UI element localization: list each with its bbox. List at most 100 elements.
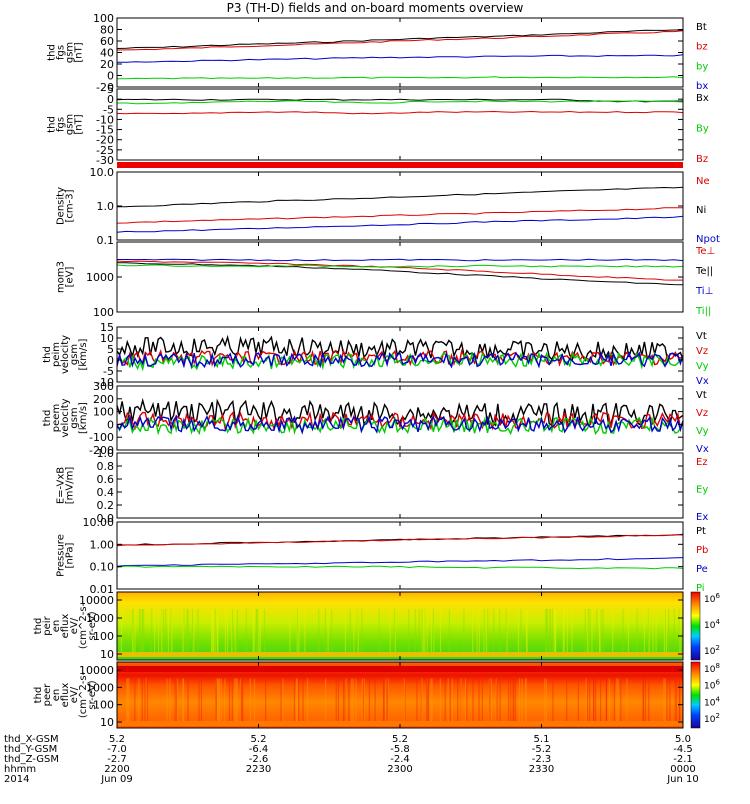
x-axis-row-label: thd_Z-GSM bbox=[4, 754, 59, 765]
spectrogram-streak bbox=[200, 678, 202, 725]
legend-bx: bx bbox=[696, 81, 708, 92]
spectrogram-streak bbox=[325, 678, 327, 725]
panel-frame bbox=[116, 452, 684, 519]
legend-by: by bbox=[696, 61, 708, 72]
spectrogram-streak bbox=[426, 609, 428, 657]
z-gsm-value: -2.6 bbox=[249, 754, 269, 765]
x-axis-row-label: thd_X-GSM bbox=[4, 734, 59, 745]
spectrogram-streak bbox=[324, 609, 326, 657]
y-axis-label: [eV] bbox=[65, 267, 76, 288]
z-gsm-value: -2.4 bbox=[390, 754, 410, 765]
spectrogram-streak bbox=[420, 678, 422, 725]
y-tick-label: -200 bbox=[89, 444, 114, 457]
y-tick-label: 0.01 bbox=[90, 583, 115, 596]
spectrogram-streak bbox=[138, 678, 140, 725]
y-tick-label: 100 bbox=[93, 12, 114, 25]
y-axis-label: gsm bbox=[65, 114, 76, 135]
series-line-Te|| bbox=[116, 262, 684, 286]
y-tick-label: 0.1 bbox=[97, 234, 115, 247]
spectrogram-streak bbox=[679, 609, 681, 657]
spectrogram-streak bbox=[161, 609, 163, 657]
spectrogram-streak bbox=[349, 609, 351, 657]
spectrogram-streak bbox=[587, 609, 589, 657]
y-axis-label: thd bbox=[33, 618, 44, 635]
spectrogram-streak bbox=[506, 609, 508, 657]
spectrogram-streak bbox=[197, 609, 199, 657]
spectrogram-streak bbox=[526, 609, 528, 657]
spectrogram-streak bbox=[596, 609, 598, 657]
spectrogram-streak bbox=[513, 678, 515, 725]
spectrogram-streak bbox=[186, 609, 188, 657]
spectrogram-streak bbox=[605, 678, 607, 725]
y-axis-label: eflux bbox=[60, 683, 71, 708]
legend-Bx: Bx bbox=[696, 93, 709, 104]
y-axis-label: en bbox=[51, 620, 62, 633]
spectrogram-streak bbox=[584, 609, 586, 657]
spectrogram-streak bbox=[151, 609, 153, 657]
y-axis-label: thd bbox=[47, 44, 58, 61]
spectrogram-streak bbox=[363, 678, 365, 725]
spectrogram-streak bbox=[253, 609, 255, 657]
spectrogram-streak bbox=[240, 678, 242, 725]
y-tick-label: 10000 bbox=[79, 594, 114, 607]
spectrogram-streak bbox=[234, 678, 236, 725]
spectrogram-streak bbox=[549, 609, 551, 657]
quality-flag-bar bbox=[117, 162, 683, 168]
spectrogram-streak bbox=[499, 609, 501, 657]
colorbar-tick-label: 106 bbox=[704, 592, 720, 605]
spectrogram-streak bbox=[214, 609, 216, 657]
spectrogram-streak bbox=[146, 678, 148, 725]
spectrogram-streak bbox=[655, 609, 657, 657]
spectrogram-streak bbox=[678, 678, 680, 725]
spectrogram-streak bbox=[587, 609, 589, 657]
x-gsm-value: 5.1 bbox=[534, 734, 550, 745]
spectrogram-streak bbox=[217, 609, 219, 657]
spectrogram-streak bbox=[620, 678, 622, 725]
spectrogram-streak bbox=[337, 678, 339, 725]
spectrogram-streak bbox=[231, 678, 233, 725]
spectrogram-streak bbox=[157, 609, 160, 657]
spectrogram-streak bbox=[240, 678, 242, 725]
colorbar-exponent: 4 bbox=[715, 695, 720, 703]
spectrogram-streak bbox=[562, 609, 564, 657]
spectrogram-streak bbox=[187, 609, 189, 657]
panel-frame bbox=[116, 17, 684, 88]
spectrogram-streak bbox=[352, 678, 354, 725]
spectrogram-streak bbox=[447, 678, 449, 725]
y-axis-label: velocity bbox=[60, 335, 71, 374]
spectrogram-streak bbox=[546, 609, 548, 657]
spectrogram-streak bbox=[678, 609, 680, 657]
spectrogram-streak bbox=[389, 609, 391, 657]
y-tick-label: 0.4 bbox=[97, 486, 115, 499]
spectrogram-streak bbox=[263, 609, 266, 657]
y-tick-label: -5 bbox=[103, 103, 114, 116]
spectrogram-streak bbox=[368, 678, 370, 725]
series-line-Bx bbox=[116, 98, 684, 103]
spectrogram-streak bbox=[478, 678, 480, 725]
spectrogram-streak bbox=[505, 609, 507, 657]
spectrogram-streak bbox=[408, 609, 410, 657]
spectrogram-streak bbox=[143, 609, 145, 657]
spectrogram-streak bbox=[342, 678, 345, 725]
y-axis-label: Density bbox=[56, 187, 67, 225]
spectrogram-streak bbox=[664, 678, 666, 725]
spectrogram-streak bbox=[344, 678, 346, 725]
legend-Bt: Bt bbox=[696, 22, 707, 33]
spectrogram-streak bbox=[331, 609, 333, 657]
y-tick-label: 10 bbox=[100, 648, 114, 661]
spectrogram-streak bbox=[163, 609, 165, 657]
panel-3: Density[cm-3] bbox=[56, 171, 684, 241]
spectrogram-streak bbox=[227, 609, 229, 657]
spectrogram-panel-9 bbox=[117, 592, 683, 660]
series-line-Ti|| bbox=[116, 264, 684, 268]
spectrogram-streak bbox=[589, 678, 591, 725]
y-tick-label: -10 bbox=[96, 376, 114, 389]
spectrogram-streak bbox=[674, 678, 676, 725]
spectrogram-streak bbox=[664, 609, 666, 657]
y-axis-label: [nT] bbox=[74, 42, 85, 62]
spectrogram-streak bbox=[644, 678, 646, 725]
spectrogram-streak bbox=[421, 609, 423, 657]
spectrogram-streak bbox=[131, 609, 134, 657]
